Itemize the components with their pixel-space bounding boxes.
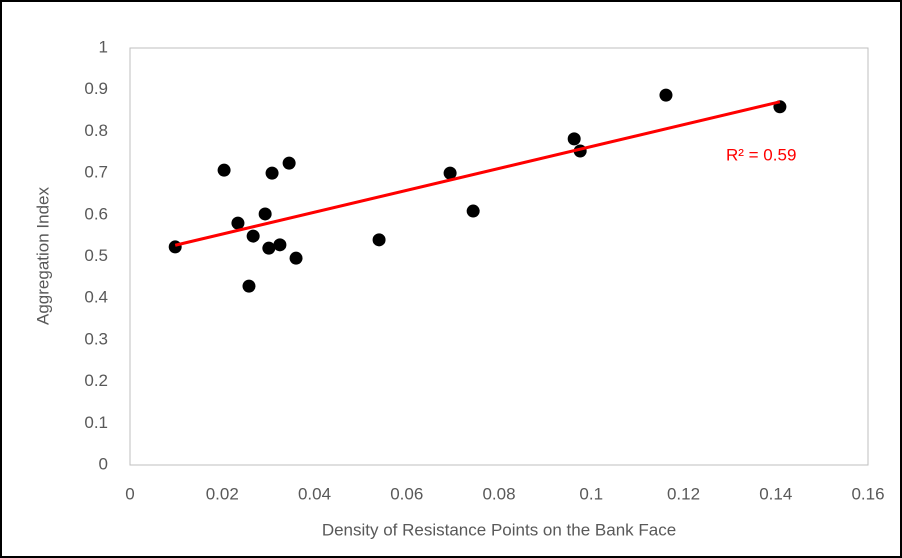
y-tick-label: 1 [99,37,108,56]
point [242,279,256,293]
point [217,163,231,177]
point [258,207,272,221]
y-tick-label: 0.5 [84,246,108,265]
point [567,132,581,146]
x-tick-label: 0.14 [759,484,792,503]
point [273,238,287,252]
x-axis-label: Density of Resistance Points on the Bank… [322,520,676,539]
y-tick-label: 0.2 [84,371,108,390]
point [231,216,245,230]
point [659,88,673,102]
trendline [174,100,781,247]
point [265,166,279,180]
point [282,156,296,170]
y-tick-label: 0.1 [84,413,108,432]
trendline-label: R² = 0.59 [726,145,796,164]
y-tick-label: 0.4 [84,288,108,307]
y-tick-label: 0.8 [84,121,108,140]
x-tick-label: 0.16 [851,484,884,503]
x-tick-label: 0.12 [667,484,700,503]
x-tick-label: 0.08 [482,484,515,503]
point [262,241,276,255]
x-tick-label: 0.06 [390,484,423,503]
plot-area [129,47,869,466]
x-tick-label: 0.04 [298,484,331,503]
point [168,240,182,254]
point [246,229,260,243]
y-tick-label: 0.7 [84,163,108,182]
x-tick-label: 0.02 [206,484,239,503]
x-tick-label: 0.1 [579,484,603,503]
point [466,204,480,218]
y-tick-label: 0.9 [84,79,108,98]
y-axis-label: Aggregation Index [33,187,52,325]
y-tick-label: 0.6 [84,204,108,223]
point [443,166,457,180]
y-tick-label: 0 [99,454,108,473]
y-tick-label: 0.3 [84,329,108,348]
point [289,251,303,265]
x-tick-label: 0 [125,484,134,503]
point [372,233,386,247]
